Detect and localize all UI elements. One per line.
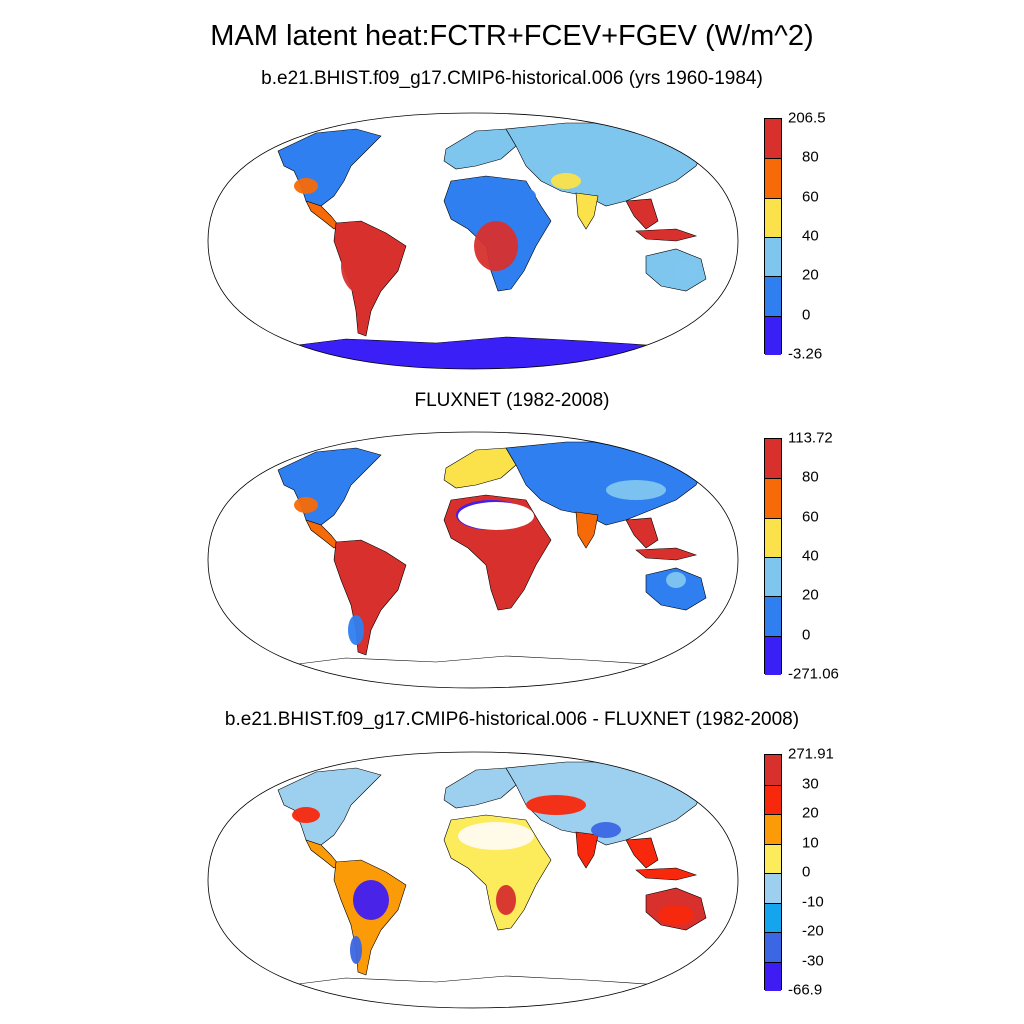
colorbar-swatch: [765, 315, 781, 355]
shading-region: [551, 173, 581, 189]
shading-region: [294, 497, 318, 513]
colorbar-swatches: [764, 438, 782, 675]
landmass-seAsia: [625, 517, 659, 549]
colorbar-swatch: [765, 478, 781, 518]
colorbar-swatch: [765, 596, 781, 636]
colorbar-label: 206.5: [788, 109, 826, 127]
panel-2-map-fluxnet: [207, 431, 739, 689]
colorbar-swatch: [765, 755, 781, 785]
colorbar-label: 0: [802, 863, 811, 881]
colorbar-label: 60: [802, 188, 819, 206]
colorbar-label: -20: [802, 922, 824, 940]
colorbar-swatches: [764, 754, 782, 991]
colorbar-swatch: [765, 635, 781, 675]
shading-region: [658, 905, 694, 925]
colorbar-swatch: [765, 439, 781, 479]
colorbar-label: -3.26: [788, 345, 823, 363]
landmass-southAmerica: [333, 539, 407, 656]
colorbar-label: 0: [802, 626, 811, 644]
shading-region: [341, 236, 391, 296]
colorbar-swatch: [765, 517, 781, 557]
colorbar-label: 0: [802, 306, 811, 324]
colorbar-label: 60: [802, 508, 819, 526]
shading-region: [606, 480, 666, 500]
shading-region: [353, 880, 389, 920]
map-border: [207, 112, 739, 370]
panel-1-map-model: [207, 112, 739, 370]
shading-region: [348, 615, 364, 645]
colorbar-swatch: [765, 119, 781, 159]
colorbar-label: 20: [802, 266, 819, 284]
colorbar-label: -66.9: [788, 981, 823, 999]
colorbar-swatch: [765, 873, 781, 903]
colorbar-label: -10: [802, 893, 824, 910]
landmass-europe: [443, 128, 517, 170]
colorbar-label: 30: [802, 775, 819, 792]
panel-3-title: b.e21.BHIST.f09_g17.CMIP6-historical.006…: [224, 709, 800, 730]
landmass-indonesia: [635, 867, 698, 881]
colorbar-swatch: [765, 158, 781, 198]
shading-region: [474, 221, 518, 271]
colorbar-label: 40: [802, 227, 819, 245]
colorbar-label: 40: [802, 547, 819, 565]
colorbar-swatch: [765, 902, 781, 932]
no-data-region: [458, 502, 534, 530]
colorbar-label: 10: [802, 834, 819, 851]
panel-3-map-difference: [207, 751, 739, 1009]
colorbar-swatches: [764, 118, 782, 355]
shading-region: [476, 184, 536, 208]
landmass-india: [575, 511, 599, 549]
map-border: [207, 431, 739, 689]
landmass-australia: [645, 567, 707, 611]
shading-region: [292, 807, 320, 823]
shading-region: [350, 936, 362, 964]
landmass-indonesia: [635, 547, 698, 561]
colorbar-label: -271.06: [788, 665, 839, 683]
colorbar-swatch: [765, 843, 781, 873]
colorbar-swatch: [765, 961, 781, 991]
colorbar-swatch: [765, 932, 781, 962]
landmass-indonesia: [635, 228, 698, 242]
colorbar-label: 80: [802, 468, 819, 486]
colorbar-label: 80: [802, 148, 819, 166]
colorbar-label: 20: [802, 804, 819, 822]
shading-region: [674, 261, 698, 281]
landmass-seAsia: [625, 198, 659, 230]
colorbar-label: -30: [802, 952, 824, 969]
colorbar-swatch: [765, 784, 781, 814]
shading-region: [526, 795, 586, 815]
landmass-india: [575, 192, 599, 230]
colorbar-label: 113.72: [788, 429, 833, 447]
near-zero-region: [458, 822, 534, 850]
panel-1-title: b.e21.BHIST.f09_g17.CMIP6-historical.006…: [261, 68, 763, 89]
colorbar-swatch: [765, 236, 781, 277]
panel-2-title: FLUXNET (1982-2008): [414, 390, 610, 411]
shading-region: [666, 572, 686, 588]
colorbar-swatch: [765, 197, 781, 237]
colorbar-swatch: [765, 814, 781, 844]
shading-region: [496, 885, 516, 915]
landmass-seAsia: [625, 837, 659, 869]
colorbar-label: 20: [802, 586, 819, 604]
map-border: [207, 751, 739, 1009]
shading-region: [591, 822, 621, 838]
figure-title: MAM latent heat:FCTR+FCEV+FGEV (W/m^2): [210, 20, 814, 52]
landmass-europe: [443, 767, 517, 809]
colorbar-label: 271.91: [788, 745, 834, 763]
landmass-europe: [443, 447, 517, 489]
shading-region: [294, 178, 318, 194]
colorbar-swatch: [765, 556, 781, 597]
colorbar-swatch: [765, 276, 781, 316]
